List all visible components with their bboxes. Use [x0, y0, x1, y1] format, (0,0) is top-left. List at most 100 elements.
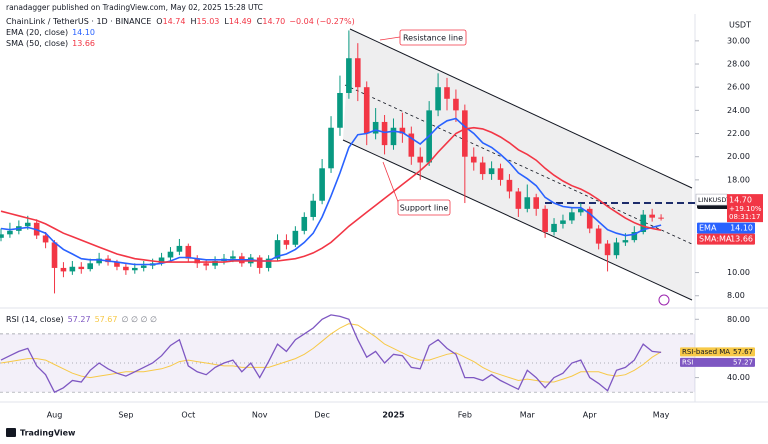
candle-body — [310, 200, 316, 217]
candle-body — [114, 262, 120, 267]
event-icon — [658, 294, 670, 306]
candle-body — [417, 156, 424, 163]
ohlc-value: 14.74 — [163, 17, 186, 26]
y-tick-label: 24.00 — [727, 106, 750, 115]
annotation-box — [397, 199, 451, 216]
indicator-line — [0, 117, 662, 266]
candle-body — [560, 220, 566, 224]
candle-body — [51, 242, 58, 268]
x-tick-label: Oct — [181, 411, 195, 420]
channel-fill — [343, 29, 692, 300]
x-tick-label: Aug — [47, 411, 63, 420]
candle-body — [87, 263, 93, 270]
candle-body — [185, 245, 192, 259]
x-tick-label: Apr — [583, 411, 598, 420]
candle-body — [578, 208, 584, 213]
price-tag-name: LINKUSDT — [698, 196, 730, 204]
candle-body — [363, 87, 370, 134]
candle-body — [212, 260, 218, 266]
rsi-title: RSI (14, close) — [6, 315, 64, 324]
indicator-legend: EMA (20, close) 14.10 — [6, 28, 95, 37]
indicator-name: SMA (50, close) — [6, 39, 68, 48]
candle-body — [631, 232, 638, 241]
candle-body — [283, 240, 290, 245]
candle-body — [488, 168, 495, 175]
candle-body — [604, 243, 611, 256]
rsi-tag-value: 57.27 — [733, 358, 753, 366]
candle-body — [158, 257, 165, 264]
ohlc-key: L — [224, 17, 229, 26]
rsi-legend-extra: ∅ ∅ ∅ ∅ — [121, 315, 157, 324]
candle-body — [479, 162, 486, 175]
y-unit: USDT — [729, 21, 751, 30]
y-tick-label: 20.00 — [727, 152, 750, 161]
x-tick-label: Feb — [458, 411, 472, 420]
ohlc-value: 15.03 — [196, 17, 219, 26]
y-tick-label: 40.00 — [727, 373, 750, 382]
candle-body — [42, 235, 49, 243]
candle-body — [497, 168, 504, 180]
price-tag-line: +19.10% — [729, 205, 762, 213]
indicator-value: 13.66 — [72, 39, 95, 48]
candle-body — [435, 87, 441, 111]
candle-body — [194, 258, 201, 264]
candle-body — [515, 191, 522, 209]
x-tick-label: May — [653, 411, 670, 420]
rsi-tag — [680, 357, 755, 367]
candle-body — [319, 168, 325, 201]
candle-body — [301, 216, 308, 231]
resistance-line — [349, 28, 693, 189]
ohlc-key: C — [257, 17, 263, 26]
candle-body — [408, 133, 415, 157]
price-tag-line: 08:31:17 — [729, 213, 760, 221]
candle-body — [346, 58, 352, 93]
candle-body — [274, 240, 281, 259]
y-tick-label: 18.00 — [727, 175, 750, 184]
candle-body — [613, 242, 620, 256]
candle-body — [462, 110, 468, 157]
rsi-tag — [680, 347, 755, 357]
indicator-tag — [697, 222, 755, 234]
ohlc-key: H — [190, 17, 196, 26]
candle-body — [355, 58, 361, 88]
candle-body — [78, 266, 85, 270]
candle-body — [542, 208, 548, 233]
price-tag-value: 14.70 — [729, 196, 752, 205]
candle-body — [399, 127, 406, 134]
candle-body — [658, 217, 664, 219]
rsi-legend-value: 57.27 — [68, 315, 91, 324]
rsi-line — [0, 314, 662, 394]
x-tick-label: Sep — [118, 411, 133, 420]
candle-body — [586, 208, 593, 229]
rsi-legend-value: 57.67 — [95, 315, 118, 324]
price-tag-box — [727, 194, 763, 223]
symbol: ChainLink / TetherUS · 1D · BINANCE — [6, 17, 151, 26]
y-tick-label: 80.00 — [727, 315, 750, 324]
candle-body — [96, 258, 102, 264]
indicator-legend: SMA (50, close) 13.66 — [6, 39, 95, 48]
brand-logo — [6, 428, 16, 437]
candle-body — [69, 266, 76, 272]
y-tick-label: 28.00 — [727, 60, 750, 69]
candle-body — [595, 228, 602, 244]
brand-name: TradingView — [20, 429, 76, 438]
candle-body — [176, 245, 183, 252]
published-note: ranadagger published on TradingView.com,… — [6, 3, 263, 12]
symbol-line: ChainLink / TetherUS · 1D · BINANCE O14.7… — [6, 17, 355, 26]
rsi-tag-value: 57.67 — [733, 348, 753, 356]
indicator-line — [0, 126, 662, 263]
candle-body — [24, 222, 31, 227]
candle-body — [123, 266, 129, 271]
ohlc-key: O — [156, 17, 162, 26]
candle-body — [292, 230, 299, 245]
indicator-tag-name: EMA — [699, 224, 717, 233]
change: −0.04 (−0.27%) — [289, 17, 354, 26]
ohlc-value: 14.70 — [262, 17, 285, 26]
candle-body — [265, 258, 272, 268]
indicator-tag-value: 14.10 — [730, 224, 753, 233]
candle-body — [0, 234, 4, 238]
annotation-text: Support line — [400, 204, 449, 213]
annotation-text: Resistance line — [403, 34, 463, 43]
candle-body — [60, 267, 67, 272]
